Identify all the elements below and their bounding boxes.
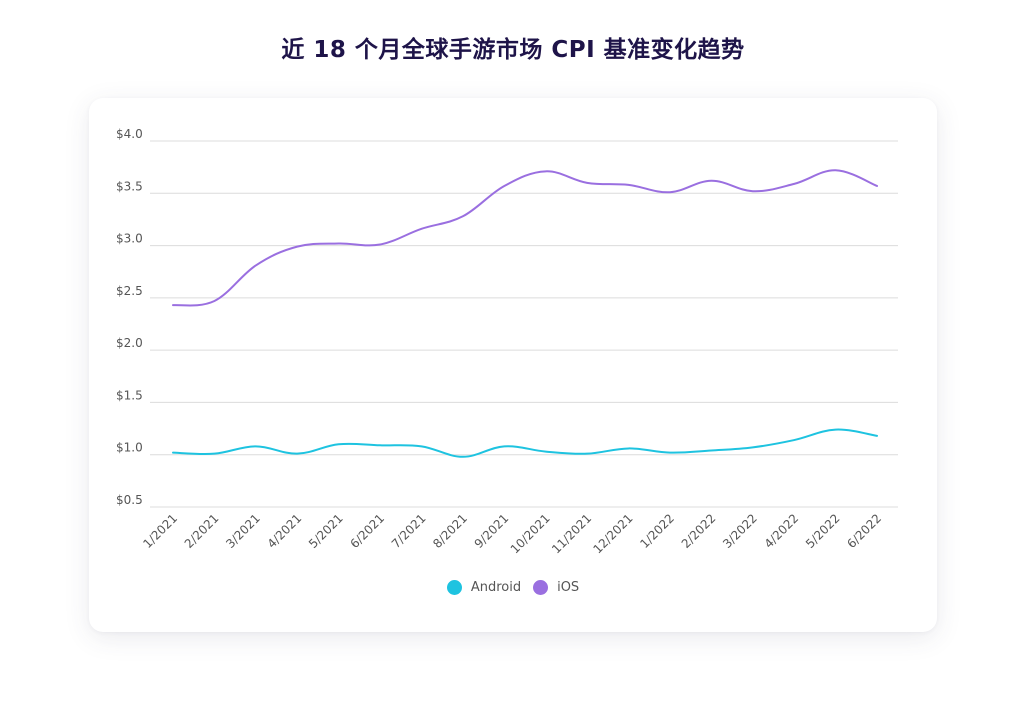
x-tick-label: 2/2021 [182, 511, 222, 551]
x-tick-label: 12/2021 [590, 511, 635, 556]
chart-title: 近 18 个月全球手游市场 CPI 基准变化趋势 [281, 37, 745, 63]
y-tick-label: $2.5 [116, 284, 143, 298]
series-lines [172, 169, 878, 458]
legend: Android iOS [0, 580, 1026, 595]
y-tick-label: $3.0 [116, 232, 143, 246]
x-axis-ticks: 1/2021 2/2021 3/2021 4/2021 5/2021 6/2021 7/20… [140, 511, 884, 556]
y-tick-label: $1.0 [116, 441, 143, 455]
x-tick-label: 11/2021 [549, 511, 594, 556]
x-tick-label: 6/2022 [844, 511, 884, 551]
x-tick-label: 7/2021 [389, 511, 429, 551]
x-tick-label: 3/2022 [720, 511, 760, 551]
x-tick-label: 6/2021 [347, 511, 387, 551]
y-tick-label: $4.0 [116, 127, 143, 141]
grid-lines [150, 140, 898, 508]
ios-swatch-icon [533, 580, 549, 595]
x-tick-label: 9/2021 [472, 511, 512, 551]
legend-item-ios[interactable]: iOS [533, 580, 579, 595]
y-axis-ticks: $0.5 $1.0 $1.5 $2.0 $2.5 $3.0 $3.5 $4.0 [116, 127, 143, 507]
x-tick-label: 1/2021 [140, 511, 180, 551]
x-tick-label: 10/2021 [508, 511, 553, 556]
legend-item-android[interactable]: Android [446, 580, 522, 595]
x-tick-label: 5/2021 [306, 511, 346, 551]
x-tick-label: 4/2021 [265, 511, 305, 551]
y-tick-label: $1.5 [116, 388, 143, 402]
legend-label-android: Android [470, 580, 522, 595]
x-tick-label: 5/2022 [803, 511, 843, 551]
chart-card [89, 98, 937, 632]
series-line-android [172, 428, 878, 458]
x-tick-label: 4/2022 [762, 511, 802, 551]
x-tick-label: 8/2021 [430, 511, 470, 551]
x-tick-label: 3/2021 [223, 511, 263, 551]
x-tick-label: 2/2022 [679, 511, 719, 551]
y-tick-label: $2.0 [116, 336, 143, 350]
x-tick-label: 1/2022 [637, 511, 677, 551]
series-line-ios [172, 169, 878, 307]
legend-label-ios: iOS [557, 580, 580, 595]
android-swatch-icon [446, 580, 462, 595]
y-tick-label: $0.5 [116, 493, 143, 507]
y-tick-label: $3.5 [116, 179, 143, 193]
